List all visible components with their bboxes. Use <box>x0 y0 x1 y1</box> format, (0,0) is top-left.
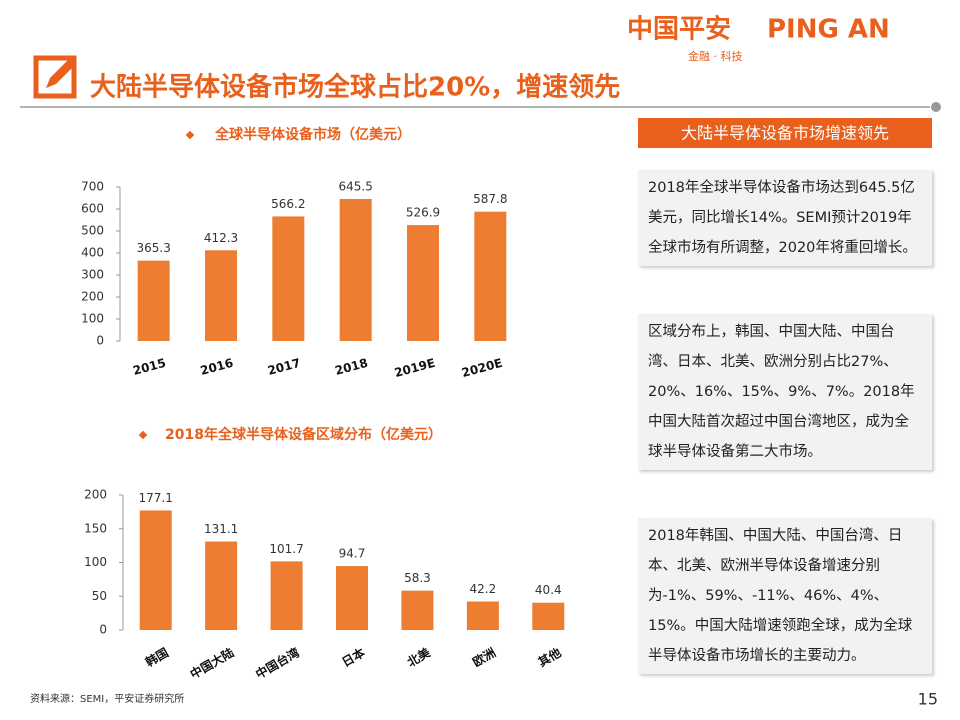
pencil-icon <box>46 58 76 88</box>
bar <box>339 198 372 341</box>
y-tick-label: 100 <box>84 555 107 569</box>
title-bullet <box>185 130 195 140</box>
y-tick-label: 200 <box>84 488 107 502</box>
y-tick-label: 150 <box>84 521 107 535</box>
value-label: 526.9 <box>406 206 440 220</box>
chart-title: 全球半导体设备市场（亿美元） <box>214 126 411 143</box>
value-label: 566.2 <box>271 197 305 211</box>
value-label: 177.1 <box>139 491 173 505</box>
sidebar-heading: 大陆半导体设备市场增速领先 <box>681 124 889 143</box>
title-icon <box>33 55 77 99</box>
y-tick-label: 100 <box>81 312 104 326</box>
value-label: 587.8 <box>473 192 507 206</box>
x-tick-label: 日本 <box>339 645 367 670</box>
x-tick-label: 2015 <box>131 356 167 378</box>
value-label: 645.5 <box>338 179 372 193</box>
bar <box>466 601 499 630</box>
logo-cn: 中国平安 <box>627 15 731 45</box>
bar <box>270 561 303 630</box>
value-label: 42.2 <box>469 582 496 596</box>
value-label: 131.1 <box>204 522 238 536</box>
x-tick-label: 2017 <box>266 356 302 378</box>
y-tick-label: 0 <box>99 623 107 637</box>
text-box: 2018年韩国、中国大陆、中国台湾、日本、北美、欧洲半导体设备增速分别为-1%、… <box>638 518 932 674</box>
rule-dot <box>931 102 941 112</box>
x-tick-label: 2019E <box>393 356 437 380</box>
bar <box>401 590 434 630</box>
value-label: 40.4 <box>535 583 562 597</box>
x-tick-label: 北美 <box>404 644 433 669</box>
title-bullet <box>138 430 148 440</box>
value-label: 365.3 <box>136 241 170 255</box>
y-tick-label: 300 <box>81 268 104 282</box>
value-label: 94.7 <box>339 547 366 561</box>
sidebar-heading-bg <box>638 118 932 148</box>
y-tick-label: 0 <box>96 334 104 348</box>
x-tick-label: 其他 <box>535 645 563 670</box>
value-label: 101.7 <box>269 542 303 556</box>
bar <box>137 260 170 341</box>
bar <box>272 216 305 341</box>
bar <box>205 541 238 630</box>
value-label: 58.3 <box>404 571 431 585</box>
bar <box>532 602 565 630</box>
x-tick-label: 欧洲 <box>470 645 498 670</box>
x-tick-label: 2018 <box>333 356 369 378</box>
y-tick-label: 50 <box>92 589 107 603</box>
logo-sub: 金融 · 科技 <box>688 49 743 63</box>
bar <box>474 211 507 341</box>
bar <box>139 510 172 630</box>
y-tick-label: 500 <box>81 224 104 238</box>
y-tick-label: 700 <box>81 180 104 194</box>
bar <box>407 225 439 341</box>
x-tick-label: 韩国 <box>143 645 171 670</box>
y-tick-label: 200 <box>81 290 104 304</box>
y-tick-label: 400 <box>81 246 104 260</box>
source-note: 资料来源：SEMI，平安证券研究所 <box>30 692 184 705</box>
x-tick-label: 2016 <box>199 356 235 378</box>
text-box: 区域分布上，韩国、中国大陆、中国台湾、日本、北美、欧洲分别占比27%、20%、1… <box>638 314 932 470</box>
x-tick-label: 中国大陆 <box>187 645 236 682</box>
page-number: 15 <box>918 690 938 709</box>
text-box: 2018年全球半导体设备市场达到645.5亿美元，同比增长14%。SEMI预计2… <box>638 170 932 266</box>
bar <box>205 250 237 341</box>
bar <box>336 566 368 630</box>
logo-en: PING AN <box>767 15 890 45</box>
y-tick-label: 600 <box>81 202 104 216</box>
x-tick-label: 2020E <box>460 356 504 380</box>
value-label: 412.3 <box>204 231 238 245</box>
chart-title: 2018年全球半导体设备区域分布（亿美元） <box>165 426 442 443</box>
x-tick-label: 中国台湾 <box>253 645 302 682</box>
slide-title: 大陆半导体设备市场全球占比20%，增速领先 <box>90 72 620 103</box>
